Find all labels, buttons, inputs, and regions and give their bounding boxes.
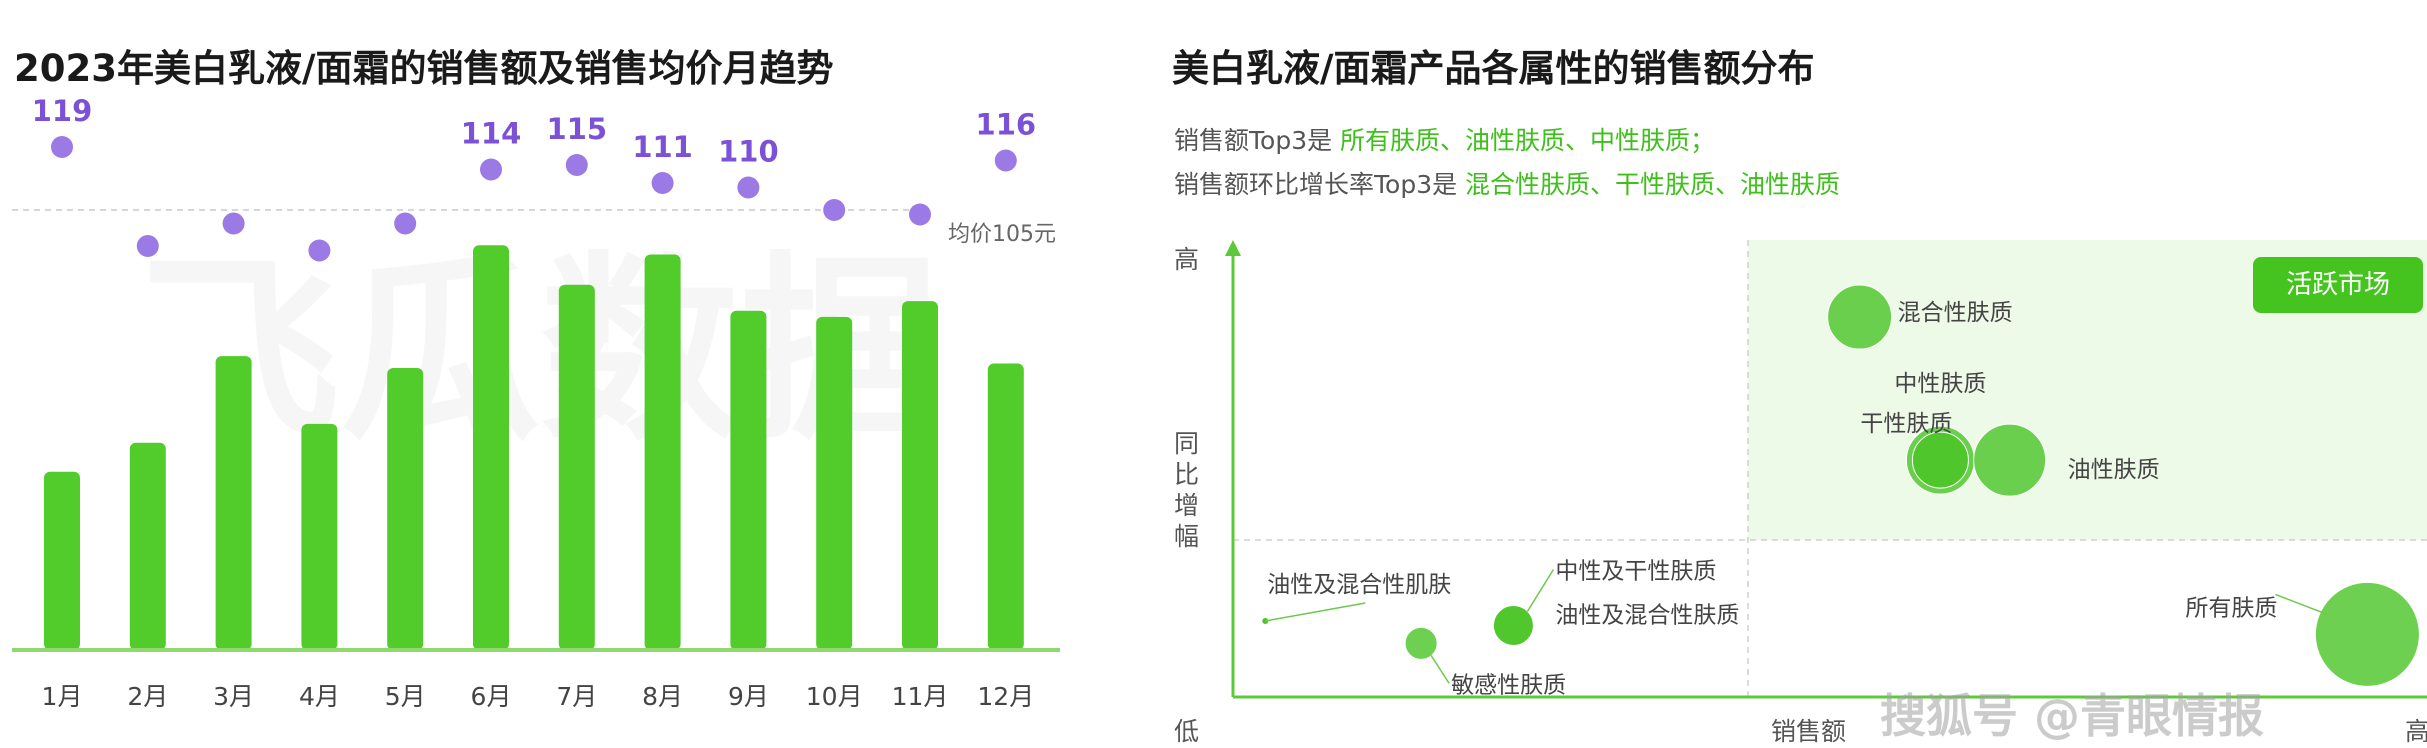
left-chart-title: 2023年美白乳液/面霜的销售额及销售均价月趋势 bbox=[14, 47, 834, 90]
summary-growth: 销售额环比增长率Top3是 混合性肤质、干性肤质、油性肤质 bbox=[1174, 165, 1840, 201]
sales-bar bbox=[816, 316, 853, 650]
price-label: 111 bbox=[632, 130, 693, 164]
sales-bar bbox=[473, 245, 509, 650]
month-label: 1月 bbox=[42, 682, 83, 711]
summary-top3-prefix: 销售额Top3是 bbox=[1174, 126, 1341, 155]
summary-growth-prefix: 销售额环比增长率Top3是 bbox=[1174, 170, 1466, 199]
price-label: 119 bbox=[32, 94, 93, 128]
sales-bar bbox=[987, 363, 1024, 650]
leader-line bbox=[1526, 569, 1555, 612]
price-dot bbox=[308, 239, 331, 262]
month-label: 12月 bbox=[977, 682, 1034, 711]
month-label: 3月 bbox=[213, 682, 254, 711]
sales-bar bbox=[644, 254, 681, 650]
price-dot bbox=[136, 235, 159, 257]
price-dot bbox=[909, 203, 931, 226]
y-axis-title: 同 比 增 幅 bbox=[1174, 428, 1199, 552]
y-axis-title-char: 同 bbox=[1174, 429, 1200, 458]
point-label: 敏感性肤质 bbox=[1451, 672, 1566, 698]
price-label: 114 bbox=[461, 117, 522, 151]
point-label: 中性肤质 bbox=[1894, 371, 1986, 397]
month-label: 5月 bbox=[385, 682, 426, 711]
price-dot bbox=[565, 154, 588, 176]
point-label: 油性及混合性肤质 bbox=[1555, 602, 1739, 628]
month-label: 11月 bbox=[892, 682, 949, 711]
point-label: 油性及混合性肌肤 bbox=[1267, 572, 1451, 598]
sales-bar bbox=[44, 471, 80, 650]
month-label: 4月 bbox=[299, 682, 340, 711]
price-dot bbox=[480, 158, 502, 181]
month-label: 6月 bbox=[471, 682, 512, 711]
price-dot bbox=[51, 136, 73, 158]
summary-top3-items: 所有肤质、油性肤质、中性肤质； bbox=[1340, 126, 1716, 155]
attribute-point bbox=[1492, 604, 1534, 646]
point-label: 所有肤质 bbox=[2185, 595, 2277, 621]
sales-bar bbox=[387, 367, 424, 650]
sales-bar bbox=[129, 442, 166, 650]
y-axis-arrow bbox=[1225, 240, 1241, 256]
attribute-point bbox=[1404, 626, 1438, 660]
right-chart-title: 美白乳液/面霜产品各属性的销售额分布 bbox=[1172, 47, 1815, 90]
watermark-footer: 搜狐号 @青眼情报 bbox=[1880, 689, 2265, 743]
point-label: 混合性肤质 bbox=[1898, 300, 2013, 326]
summary-top3: 销售额Top3是 所有肤质、油性肤质、中性肤质； bbox=[1174, 121, 1715, 157]
price-dot bbox=[737, 176, 760, 199]
month-label: 10月 bbox=[806, 682, 863, 711]
price-dot bbox=[823, 199, 846, 221]
point-label: 干性肤质 bbox=[1860, 411, 1952, 437]
y-axis-high-label: 高 bbox=[1174, 245, 1200, 274]
leader-line bbox=[1430, 654, 1450, 684]
price-dot bbox=[994, 149, 1017, 172]
attribute-point bbox=[1827, 284, 1893, 350]
attribute-point bbox=[1973, 423, 2047, 497]
attribute-point bbox=[2314, 581, 2420, 687]
leader-line bbox=[1265, 602, 1366, 622]
price-dot bbox=[222, 212, 245, 235]
y-axis-title-char: 比 bbox=[1174, 460, 1200, 489]
price-label: 115 bbox=[547, 112, 608, 146]
month-label: 9月 bbox=[728, 682, 769, 711]
price-dot bbox=[394, 212, 417, 235]
point-label: 中性及干性肤质 bbox=[1555, 558, 1716, 584]
price-label: 116 bbox=[976, 108, 1037, 142]
average-price-label: 均价105元 bbox=[948, 222, 1056, 247]
month-label: 2月 bbox=[127, 682, 168, 711]
x-axis-title: 销售额 bbox=[1771, 717, 1847, 746]
y-axis-title-char: 增 bbox=[1174, 491, 1200, 520]
point-label: 油性肤质 bbox=[2068, 457, 2160, 483]
x-axis-high-label: 高 bbox=[2405, 717, 2427, 746]
month-label: 7月 bbox=[556, 682, 597, 711]
month-label: 8月 bbox=[642, 682, 683, 711]
active-market-badge: 活跃市场 bbox=[2253, 257, 2423, 313]
leader-line bbox=[2275, 593, 2328, 616]
sales-bar bbox=[215, 356, 252, 650]
y-axis-low-label: 低 bbox=[1174, 717, 1200, 746]
price-label: 110 bbox=[718, 135, 779, 169]
sales-bar bbox=[301, 423, 338, 650]
sales-bar bbox=[902, 301, 938, 650]
sales-bar bbox=[558, 284, 595, 650]
attribute-point bbox=[1911, 431, 1969, 489]
y-axis-title-char: 幅 bbox=[1174, 522, 1200, 551]
sales-bar bbox=[730, 310, 767, 650]
summary-growth-items: 混合性肤质、干性肤质、油性肤质 bbox=[1465, 170, 1841, 199]
price-dot bbox=[651, 172, 674, 194]
